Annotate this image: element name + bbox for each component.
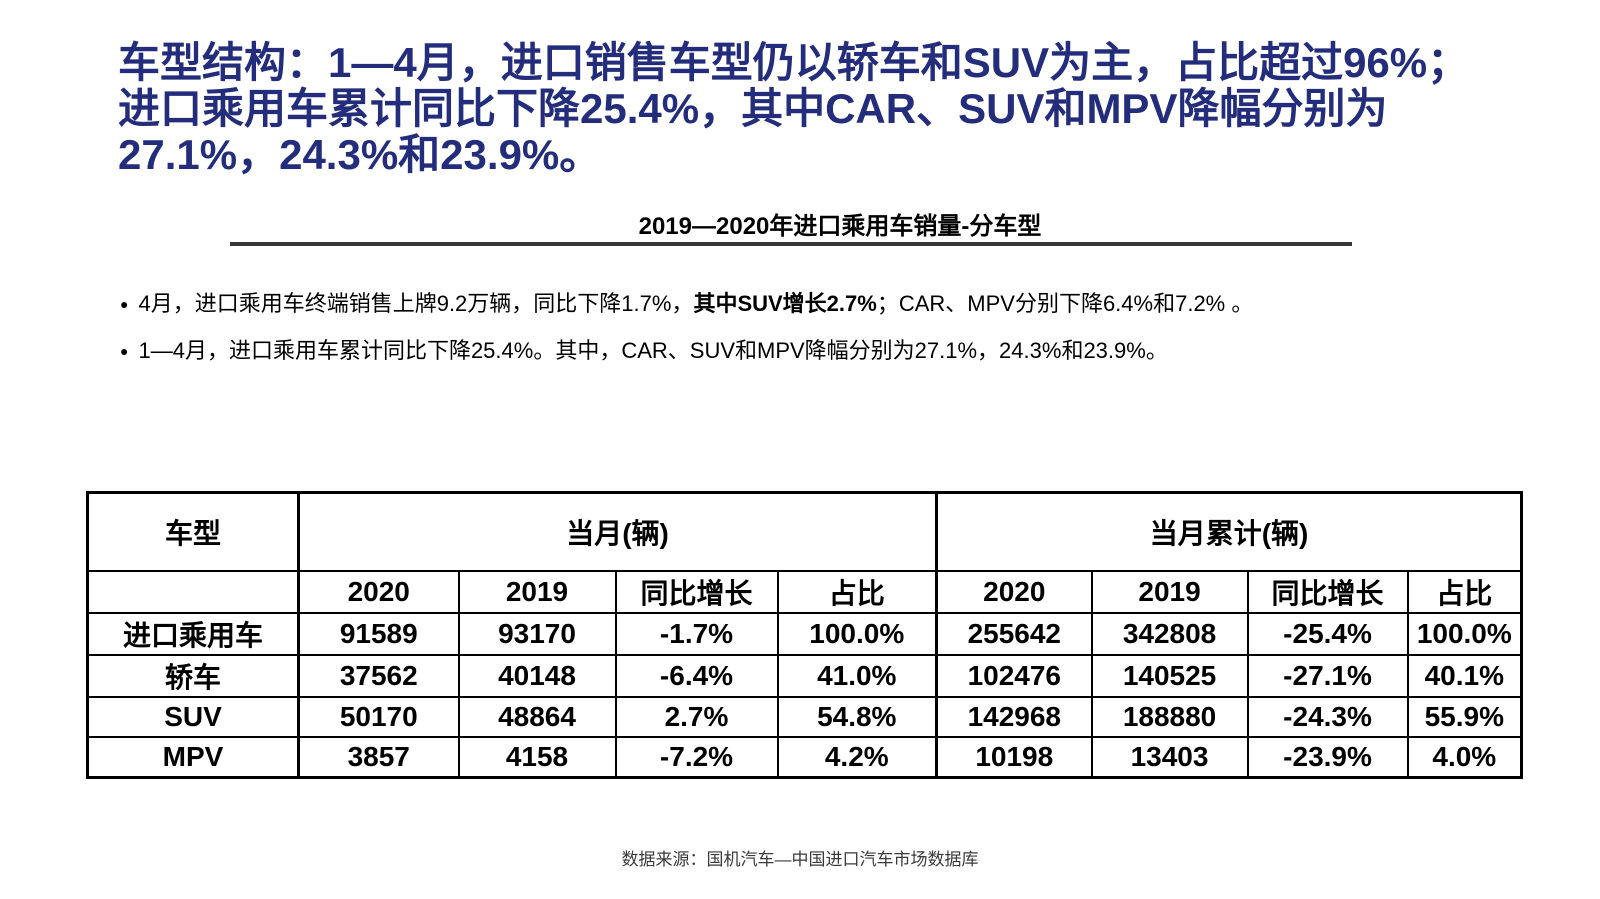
data-cell: 100.0% — [1406, 612, 1523, 656]
column-header-yoy: 同比增长 — [614, 570, 779, 614]
data-cell: 10198 — [935, 736, 1093, 779]
data-cell: 37562 — [297, 654, 460, 698]
data-cell: 142968 — [935, 696, 1093, 738]
data-source: 数据来源：国机汽车—中国进口汽车市场数据库 — [621, 850, 979, 869]
group-header-cumulative: 当月累计(辆) — [935, 491, 1523, 572]
data-cell: 342808 — [1090, 612, 1249, 656]
row-header-cell: 轿车 — [86, 654, 300, 698]
data-cell: 91589 — [297, 612, 460, 656]
column-header-2020: 2020 — [297, 570, 460, 614]
data-cell: 188880 — [1090, 696, 1249, 738]
data-cell: 54.8% — [776, 696, 938, 738]
bullet-text-bold-segment: 其中SUV增长2.7% — [693, 291, 877, 316]
bullet-text: 1—4月，进口乘用车累计同比下降25.4%。其中，CAR、SUV和MPV降幅分别… — [138, 336, 1167, 366]
table-title: 2019—2020年进口乘用车销量-分车型 — [638, 213, 1042, 240]
data-cell: -24.3% — [1246, 696, 1409, 738]
bullet-text: 4月，进口乘用车终端销售上牌9.2万辆，同比下降1.7%，其中SUV增长2.7%… — [138, 289, 1253, 319]
table-row: 进口乘用车 91589 93170 -1.7% 100.0% 255642 34… — [86, 612, 1523, 656]
data-cell: -25.4% — [1246, 612, 1409, 656]
bullet-item: ● 4月，进口乘用车终端销售上牌9.2万辆，同比下降1.7%，其中SUV增长2.… — [120, 289, 1520, 319]
bullet-item: ● 1—4月，进口乘用车累计同比下降25.4%。其中，CAR、SUV和MPV降幅… — [120, 336, 1520, 366]
bullet-dot-icon: ● — [120, 343, 129, 359]
data-cell: 100.0% — [776, 612, 938, 656]
data-cell: -7.2% — [614, 736, 779, 779]
data-cell: 140525 — [1090, 654, 1249, 698]
data-cell: -23.9% — [1246, 736, 1409, 779]
column-header-2019: 2019 — [457, 570, 617, 614]
data-cell: 102476 — [935, 654, 1093, 698]
data-cell: 48864 — [457, 696, 617, 738]
column-header-2020: 2020 — [935, 570, 1093, 614]
group-header-current-month: 当月(辆) — [296, 491, 938, 572]
table-group-header-row: 车型 当月(辆) 当月累计(辆) — [86, 491, 1523, 572]
data-cell: 2.7% — [614, 696, 779, 738]
column-header-share: 占比 — [1406, 570, 1523, 614]
table-row: MPV 3857 4158 -7.2% 4.2% 10198 13403 -23… — [86, 736, 1523, 779]
data-cell: 4158 — [457, 736, 617, 779]
data-cell: 4.2% — [776, 736, 938, 779]
data-cell: -6.4% — [614, 654, 779, 698]
data-cell: 55.9% — [1406, 696, 1523, 738]
data-cell: 41.0% — [776, 654, 938, 698]
page-title-line-3: 27.1%，24.3%和23.9%。 — [118, 131, 602, 178]
table-subheader-row: 2020 2019 同比增长 占比 2020 2019 同比增长 占比 — [86, 570, 1523, 614]
data-cell: 255642 — [935, 612, 1093, 656]
page-title-line-2: 进口乘用车累计同比下降25.4%，其中CAR、SUV和MPV降幅分别为 — [118, 85, 1388, 132]
data-cell: 93170 — [457, 612, 617, 656]
column-header-yoy: 同比增长 — [1246, 570, 1409, 614]
table-row: 轿车 37562 40148 -6.4% 41.0% 102476 140525… — [86, 654, 1523, 698]
data-cell: 13403 — [1090, 736, 1249, 779]
bullet-dot-icon: ● — [120, 296, 129, 312]
data-cell: 3857 — [297, 736, 460, 779]
page-title-line-1: 车型结构：1—4月，进口销售车型仍以轿车和SUV为主，占比超过96%； — [118, 39, 1470, 86]
table-row: SUV 50170 48864 2.7% 54.8% 142968 188880… — [86, 696, 1523, 738]
data-cell: 40148 — [457, 654, 617, 698]
data-cell: 50170 — [297, 696, 460, 738]
group-header-vehicle-type: 车型 — [86, 491, 300, 572]
row-header-cell: SUV — [86, 696, 300, 738]
bullet-text-segment: 1—4月，进口乘用车累计同比下降25.4%。其中，CAR、SUV和MPV降幅分别… — [138, 338, 1168, 363]
bullet-text-segment: 4月，进口乘用车终端销售上牌9.2万辆，同比下降1.7%， — [138, 291, 694, 316]
column-header-blank — [86, 570, 300, 614]
data-cell: -27.1% — [1246, 654, 1409, 698]
column-header-share: 占比 — [776, 570, 938, 614]
data-cell: -1.7% — [614, 612, 779, 656]
page-title: 车型结构：1—4月，进口销售车型仍以轿车和SUV为主，占比超过96%； 进口乘用… — [118, 40, 1478, 178]
title-underline — [230, 242, 1352, 246]
row-header-cell: MPV — [86, 736, 300, 779]
sales-by-type-table: 车型 当月(辆) 当月累计(辆) 2020 2019 同比增长 占比 2020 … — [86, 491, 1524, 779]
data-cell: 40.1% — [1406, 654, 1523, 698]
row-header-cell: 进口乘用车 — [86, 612, 300, 656]
bullet-list: ● 4月，进口乘用车终端销售上牌9.2万辆，同比下降1.7%，其中SUV增长2.… — [120, 289, 1520, 383]
data-cell: 4.0% — [1406, 736, 1523, 779]
bullet-text-segment: ；CAR、MPV分别下降6.4%和7.2% 。 — [876, 291, 1254, 316]
column-header-2019: 2019 — [1090, 570, 1249, 614]
